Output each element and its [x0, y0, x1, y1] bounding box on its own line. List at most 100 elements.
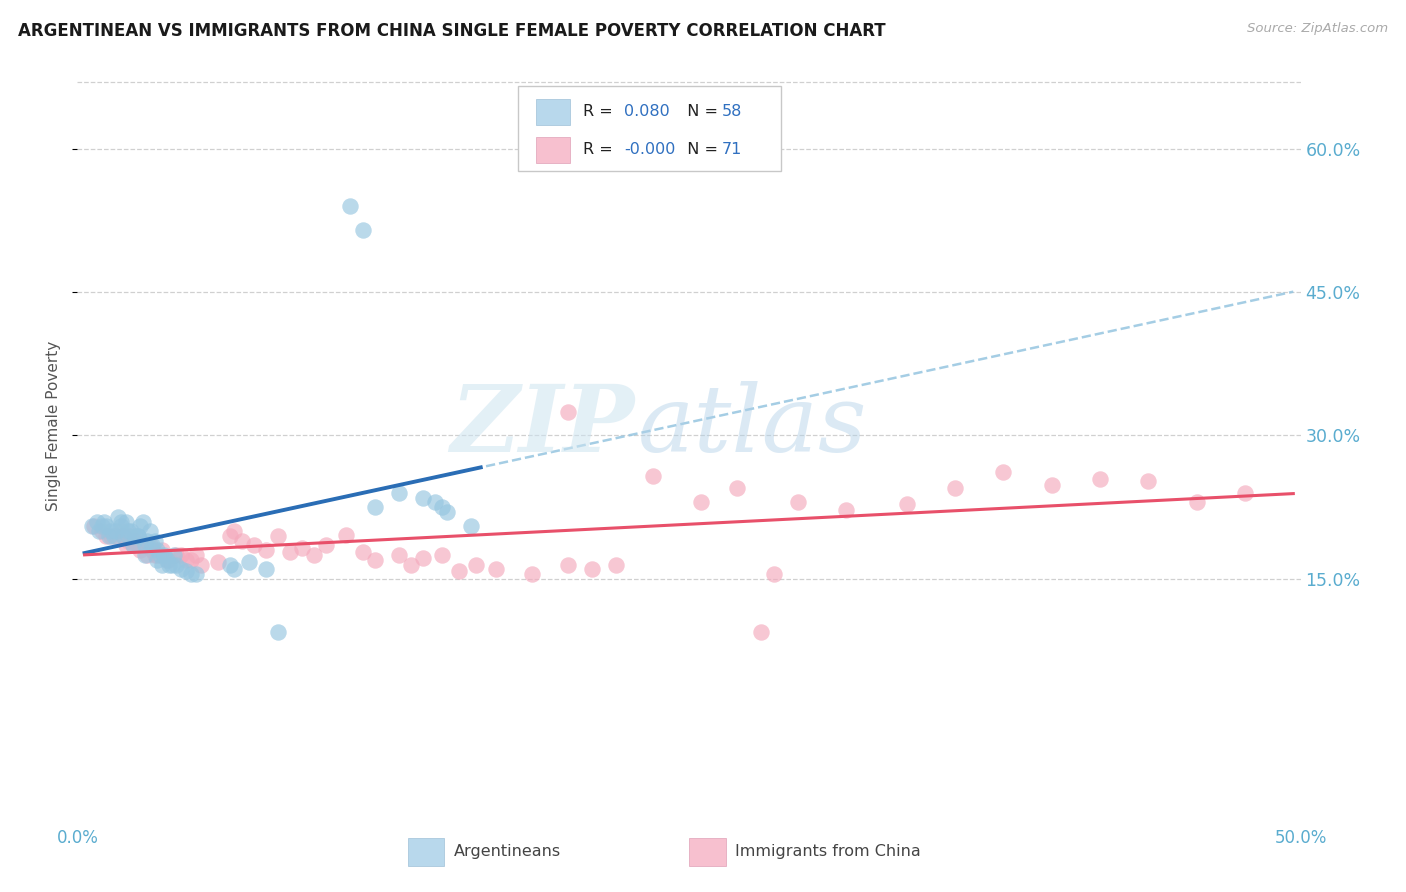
Text: ZIP: ZIP	[450, 381, 634, 471]
Point	[218, 529, 240, 543]
Point	[302, 548, 325, 562]
Point	[146, 548, 169, 562]
FancyBboxPatch shape	[536, 136, 571, 162]
Point	[254, 562, 277, 576]
Text: 50.0%: 50.0%	[1274, 830, 1327, 847]
Point	[96, 529, 118, 543]
Point	[90, 519, 112, 533]
Point	[581, 562, 603, 576]
Point	[110, 524, 132, 538]
Point	[557, 558, 579, 572]
Point	[460, 519, 482, 533]
Point	[224, 524, 246, 538]
Point	[122, 539, 145, 553]
Point	[465, 558, 488, 572]
Point	[163, 548, 186, 562]
Point	[96, 519, 118, 533]
Point	[315, 539, 337, 553]
Point	[86, 515, 108, 529]
Point	[484, 562, 506, 576]
Point	[238, 555, 260, 569]
Text: N =: N =	[676, 104, 723, 120]
Text: R =: R =	[582, 142, 617, 157]
Point	[690, 495, 713, 509]
Point	[107, 509, 129, 524]
Point	[143, 533, 166, 548]
Point	[127, 539, 149, 553]
Point	[103, 529, 125, 543]
Point	[1040, 478, 1063, 492]
Point	[120, 524, 142, 538]
Text: 0.0%: 0.0%	[56, 830, 98, 847]
Point	[267, 624, 290, 639]
Point	[835, 503, 858, 517]
Point	[165, 558, 187, 572]
Point	[134, 539, 156, 553]
Point	[122, 539, 145, 553]
Point	[134, 548, 156, 562]
Point	[143, 548, 166, 562]
Point	[93, 515, 115, 529]
Point	[335, 528, 357, 542]
Point	[762, 567, 785, 582]
Point	[156, 553, 179, 567]
Point	[139, 524, 162, 538]
Text: Immigrants from China: Immigrants from China	[735, 845, 921, 859]
Point	[1088, 471, 1111, 485]
Point	[174, 553, 197, 567]
Point	[399, 558, 422, 572]
Text: N =: N =	[676, 142, 723, 157]
Point	[184, 567, 207, 582]
Point	[110, 515, 132, 529]
Point	[148, 548, 170, 562]
Point	[224, 562, 246, 576]
Point	[432, 548, 454, 562]
Point	[557, 404, 579, 418]
Text: R =: R =	[582, 104, 623, 120]
Point	[363, 553, 385, 567]
Point	[725, 481, 748, 495]
Point	[243, 539, 266, 553]
Point	[136, 533, 159, 548]
Point	[184, 548, 207, 562]
Point	[141, 539, 163, 553]
Point	[1233, 486, 1256, 500]
Point	[150, 543, 173, 558]
Point	[520, 567, 543, 582]
Point	[943, 481, 966, 495]
Point	[100, 529, 122, 543]
FancyBboxPatch shape	[689, 838, 725, 866]
Point	[141, 543, 163, 558]
Point	[129, 543, 152, 558]
Point	[136, 548, 159, 562]
Point	[110, 519, 132, 533]
Point	[114, 539, 136, 553]
Text: 58: 58	[721, 104, 742, 120]
Point	[153, 548, 176, 562]
Point	[134, 539, 156, 553]
Point	[87, 524, 110, 538]
Point	[412, 550, 434, 565]
FancyBboxPatch shape	[517, 86, 780, 171]
Point	[363, 500, 385, 515]
Point	[751, 624, 773, 639]
Point	[174, 564, 197, 578]
Text: ARGENTINEAN VS IMMIGRANTS FROM CHINA SINGLE FEMALE POVERTY CORRELATION CHART: ARGENTINEAN VS IMMIGRANTS FROM CHINA SIN…	[18, 22, 886, 40]
Point	[896, 497, 918, 511]
Point	[117, 529, 139, 543]
Point	[423, 495, 446, 509]
Point	[218, 558, 240, 572]
FancyBboxPatch shape	[408, 838, 444, 866]
Point	[339, 199, 361, 213]
Point	[150, 558, 173, 572]
Point	[267, 529, 290, 543]
Point	[156, 553, 179, 567]
Point	[127, 529, 149, 543]
FancyBboxPatch shape	[536, 99, 571, 125]
Point	[180, 567, 202, 582]
Point	[160, 558, 183, 572]
Point	[80, 519, 103, 533]
Point	[449, 564, 471, 578]
Point	[90, 524, 112, 538]
Point	[278, 545, 301, 559]
